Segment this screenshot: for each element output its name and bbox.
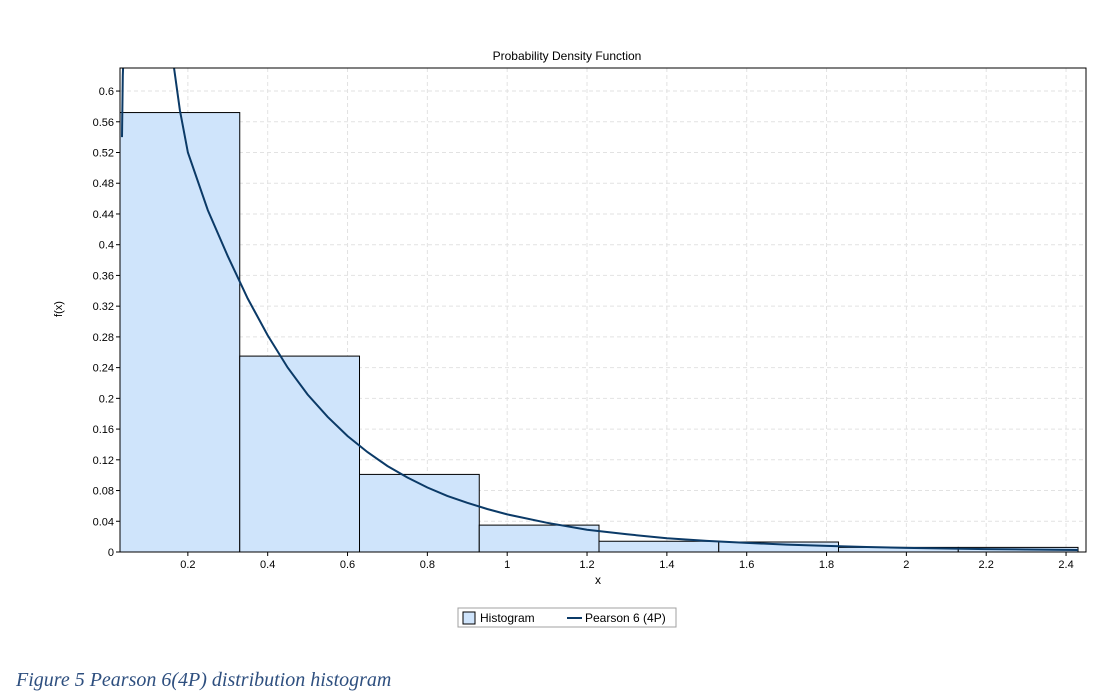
histogram-bar [120, 112, 241, 552]
y-tick-label: 0.08 [93, 486, 114, 498]
x-tick-label: 1.6 [739, 559, 754, 571]
y-tick-label: 0.36 [93, 270, 114, 282]
x-tick-label: 2.4 [1058, 559, 1073, 571]
pdf-curve-group [121, 68, 1079, 551]
legend: Histogram Pearson 6 (4P) [457, 607, 677, 628]
y-tick-label: 0.12 [93, 455, 114, 467]
histogram-bar [478, 524, 600, 552]
pearson6-curve [121, 68, 1079, 551]
legend-histogram-label: Histogram [480, 611, 535, 625]
y-tick-label: 0.32 [93, 301, 114, 313]
x-axis-label: x [595, 573, 601, 587]
x-tick-label: 0.8 [420, 559, 435, 571]
plot-frame [119, 67, 1087, 553]
x-tick-label: 1.8 [819, 559, 834, 571]
x-tick-label: 1.2 [579, 559, 594, 571]
x-tick-label: 0.2 [180, 559, 195, 571]
x-tick-label: 2.2 [979, 559, 994, 571]
x-tick-label: 0.4 [260, 559, 275, 571]
legend-curve-label: Pearson 6 (4P) [585, 611, 666, 625]
y-tick-label: 0.56 [93, 117, 114, 129]
histogram-bar [239, 355, 361, 552]
y-tick-label: 0.24 [93, 363, 114, 375]
y-tick-label: 0.48 [93, 178, 114, 190]
y-tick-label: 0.6 [99, 86, 114, 98]
y-tick-label: 0.4 [99, 240, 114, 252]
y-tick-label: 0.28 [93, 332, 114, 344]
y-tick-label: 0.44 [93, 209, 114, 221]
histogram-bar [359, 473, 480, 552]
x-tick-label: 2 [903, 559, 909, 571]
y-tick-label: 0.04 [93, 516, 114, 528]
y-tick-label: 0.16 [93, 424, 114, 436]
histogram-bar [598, 540, 720, 552]
x-axis: 0.2 0.4 0.6 0.8 1 1.2 1.4 1.6 1.8 2 2.2 2.4 [180, 552, 1074, 571]
chart-title: Probability Density Function [493, 49, 642, 63]
x-tick-label: 0.6 [340, 559, 355, 571]
x-tick-label: 1 [504, 559, 510, 571]
y-tick-label: 0.2 [99, 393, 114, 405]
pdf-chart: 0.2 0.4 0.6 0.8 1 1.2 1.4 1.6 1.8 2 2.2 2.4 0 0.04 0.… [53, 49, 1087, 628]
figure-caption: Figure 5 Pearson 6(4P) distribution hist… [16, 669, 392, 691]
x-tick-label: 1.4 [659, 559, 674, 571]
y-axis-label: f(x) [53, 301, 65, 317]
y-tick-label: 0 [108, 547, 114, 559]
y-tick-label: 0.52 [93, 148, 114, 160]
legend-histogram-swatch [462, 611, 476, 625]
y-axis: 0 0.04 0.08 0.12 0.16 0.2 0.24 0.28 0.32 0.36 0.4 0… [93, 86, 120, 559]
